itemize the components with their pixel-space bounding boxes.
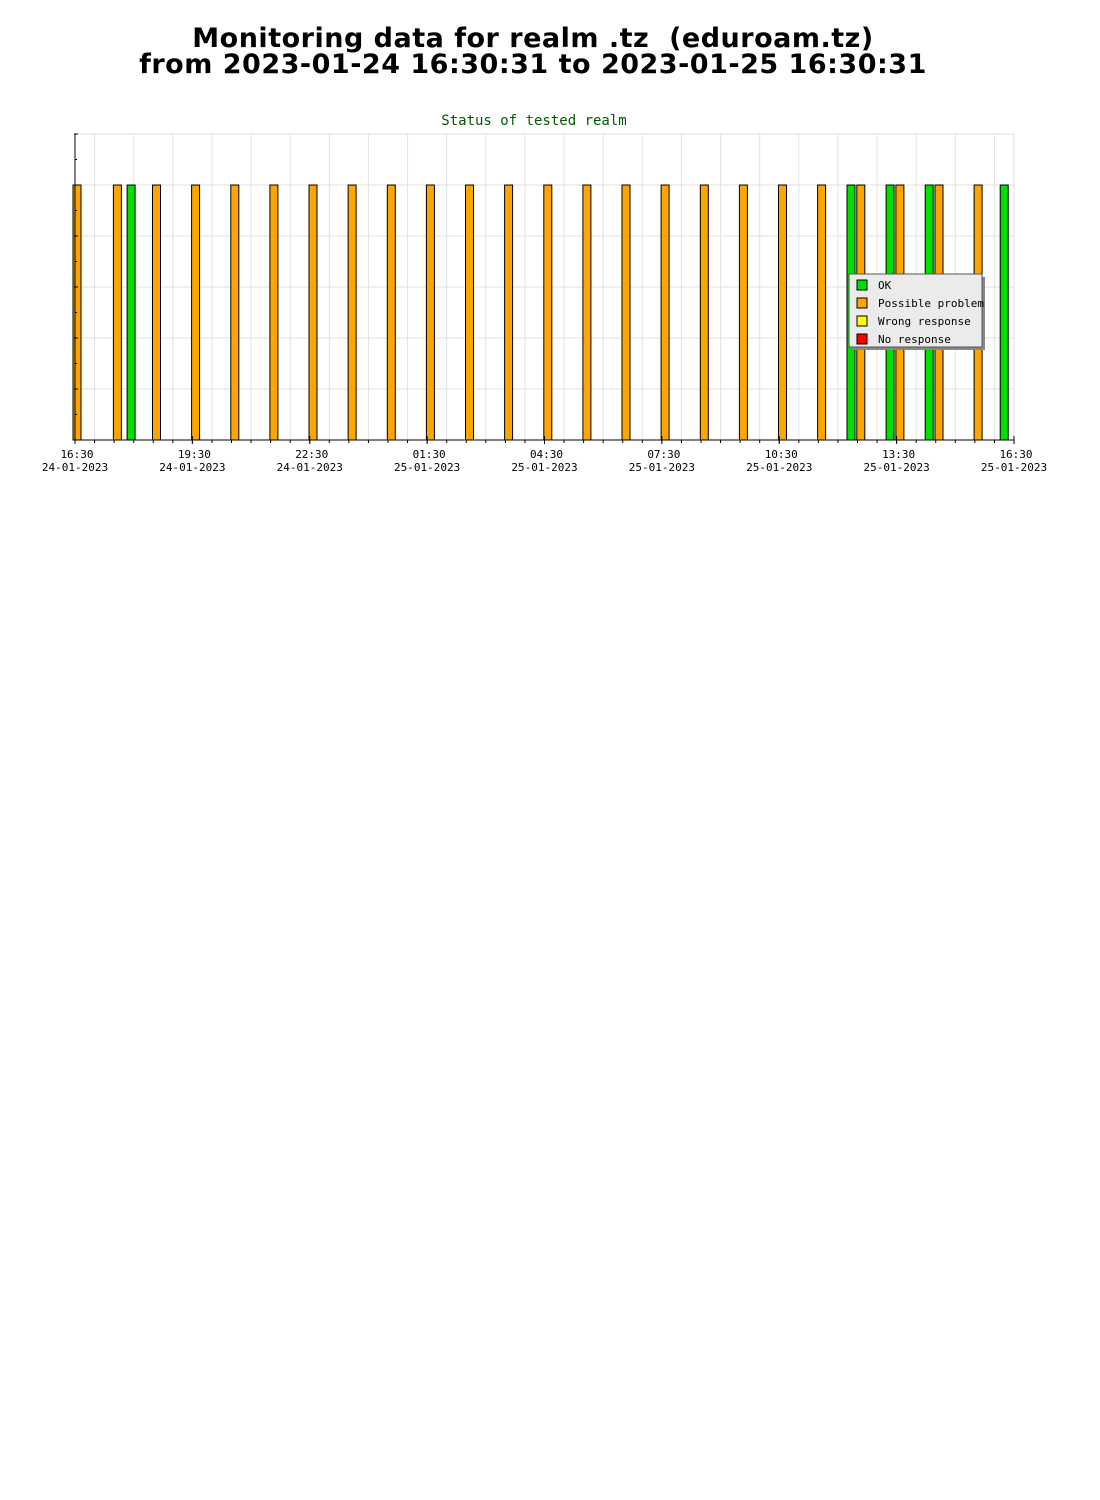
x-tick-label-date: 25-01-2023 bbox=[394, 461, 460, 474]
bar bbox=[543, 184, 553, 441]
bar bbox=[386, 184, 396, 441]
legend-swatch bbox=[856, 315, 868, 327]
bar bbox=[817, 184, 827, 441]
x-tick-label-date: 25-01-2023 bbox=[511, 461, 577, 474]
x-tick-label-date: 25-01-2023 bbox=[746, 461, 812, 474]
x-tick-label-time: 16:30 bbox=[60, 448, 93, 461]
bar bbox=[699, 184, 709, 441]
legend-label: No response bbox=[878, 333, 951, 346]
legend-swatch bbox=[856, 333, 868, 345]
bar bbox=[269, 184, 279, 441]
page-title: Monitoring data for realm .tz (eduroam.t… bbox=[0, 23, 1066, 80]
bar bbox=[347, 184, 357, 441]
chart-title: Status of tested realm bbox=[441, 113, 626, 129]
bar bbox=[999, 184, 1009, 441]
bar bbox=[621, 184, 631, 441]
x-tick-label-time: 19:30 bbox=[178, 448, 211, 461]
x-tick-label-date: 25-01-2023 bbox=[864, 461, 930, 474]
bar bbox=[778, 184, 787, 441]
bar bbox=[504, 184, 514, 441]
legend-swatch bbox=[856, 297, 868, 309]
x-tick-label-time: 01:30 bbox=[413, 448, 446, 461]
legend-label: Wrong response bbox=[878, 315, 971, 328]
bar bbox=[738, 184, 748, 441]
x-tick-label-time: 16:30 bbox=[999, 448, 1032, 461]
chart-axes: 16:3024-01-202319:3024-01-202322:3024-01… bbox=[42, 133, 1047, 474]
bar bbox=[112, 184, 122, 441]
bar bbox=[465, 184, 474, 441]
bar bbox=[191, 184, 201, 441]
x-tick-label-time: 04:30 bbox=[530, 448, 563, 461]
chart-legend: OK Possible problem Wrong response No respo… bbox=[848, 273, 985, 350]
legend-label: Possible problem bbox=[878, 297, 984, 310]
x-tick-label-date: 25-01-2023 bbox=[629, 461, 695, 474]
x-tick-label-date: 24-01-2023 bbox=[42, 461, 108, 474]
bar bbox=[126, 184, 136, 441]
bar bbox=[425, 184, 435, 441]
x-tick-label-time: 13:30 bbox=[882, 448, 915, 461]
x-tick-label-time: 10:30 bbox=[765, 448, 798, 461]
legend-label: OK bbox=[878, 279, 892, 292]
bar bbox=[308, 184, 318, 441]
bar bbox=[660, 184, 670, 441]
title-line-period: from 2023-01-24 16:30:31 to 2023-01-25 1… bbox=[139, 49, 927, 80]
legend-swatch bbox=[856, 279, 868, 291]
x-tick-label-date: 25-01-2023 bbox=[981, 461, 1047, 474]
bar bbox=[582, 184, 592, 441]
legend-box bbox=[848, 273, 983, 348]
title-line-realm: Monitoring data for realm .tz (eduroam.t… bbox=[192, 23, 874, 54]
x-tick-label-time: 07:30 bbox=[647, 448, 680, 461]
x-tick-label-date: 24-01-2023 bbox=[277, 461, 343, 474]
bar bbox=[230, 184, 240, 441]
status-chart: Status of tested realm 16:3024-01-202319… bbox=[42, 113, 1047, 474]
x-tick-label-date: 24-01-2023 bbox=[159, 461, 225, 474]
bar bbox=[152, 184, 161, 441]
x-tick-label-time: 22:30 bbox=[295, 448, 328, 461]
